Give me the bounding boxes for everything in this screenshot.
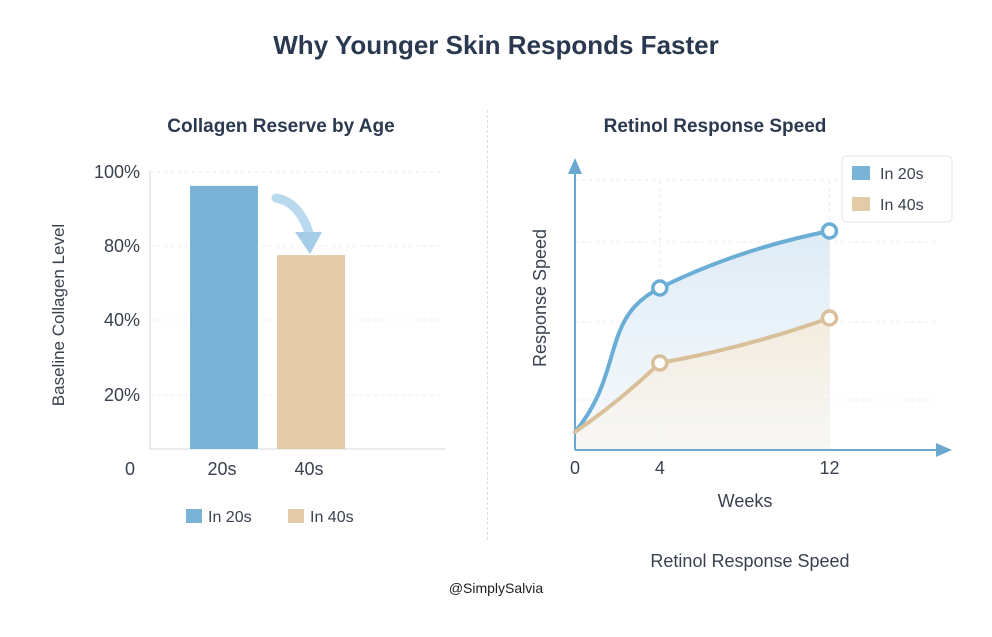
- footer-caption: Retinol Response Speed: [650, 551, 850, 571]
- bar-x-tick-label: 20s: [207, 459, 236, 479]
- bar-x-tick-label: 40s: [294, 459, 323, 479]
- bar-y-axis-title: Baseline Collagen Level: [49, 224, 68, 406]
- line-y-axis-title: Response Speed: [530, 229, 550, 367]
- area-fill-in40s: [575, 318, 830, 450]
- line-legend-label-in20s: In 20s: [880, 166, 924, 183]
- line-legend-label-in40s: In 40s: [880, 197, 924, 214]
- line-x-tick-label: 4: [655, 458, 665, 478]
- credit-handle: @SimplySalvia: [448, 580, 544, 596]
- line-x-tick-label: 12: [819, 458, 839, 478]
- point-in40s: [820, 309, 839, 327]
- bar-origin-label: 0: [125, 459, 135, 479]
- legend-swatch-in40s: [288, 509, 304, 523]
- line-chart-title: Retinol Response Speed: [603, 116, 827, 137]
- line-chart: 0 4 12 Weeks Response Speed In 20s In 40s: [530, 155, 953, 511]
- main-title: Why Younger Skin Responds Faster: [273, 30, 719, 60]
- decline-arrow-shaft: [271, 193, 315, 241]
- decline-arrow-icon: [295, 232, 322, 254]
- legend-label-in40s: In 40s: [310, 509, 354, 526]
- bar-chart: 100%80%40%20% 0 Baseline Collagen Level …: [49, 162, 445, 526]
- line-x-tick-label: 0: [570, 458, 580, 478]
- panel-divider: [487, 110, 488, 540]
- line-legend-swatch-in40s: [852, 197, 870, 211]
- bar-y-tick-label: 80%: [104, 236, 140, 256]
- line-legend-swatch-in20s: [852, 166, 870, 180]
- point-in20s: [651, 279, 669, 297]
- bar-y-tick-label: 40%: [104, 310, 140, 330]
- bar-20s: [190, 185, 258, 449]
- y-axis-arrow-icon: [568, 158, 582, 174]
- legend-label-in20s: In 20s: [208, 509, 252, 526]
- x-axis-arrow-icon: [936, 443, 952, 457]
- point-in40s: [651, 354, 669, 372]
- legend-swatch-in20s: [186, 509, 202, 523]
- line-legend: In 20s In 40s: [841, 155, 953, 223]
- bar-y-tick-label: 100%: [94, 162, 140, 182]
- bar-40s: [277, 255, 345, 449]
- point-in20s: [820, 222, 839, 240]
- bar-y-tick-label: 20%: [104, 385, 140, 405]
- bar-chart-title: Collagen Reserve by Age: [167, 116, 395, 137]
- line-x-axis-title: Weeks: [718, 491, 773, 511]
